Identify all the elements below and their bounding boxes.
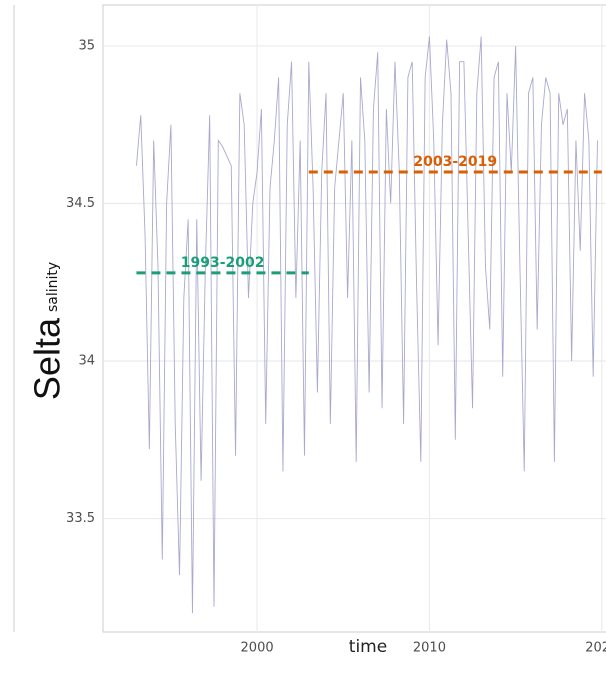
series [135, 36, 598, 614]
x-tick-label: 2020 [585, 641, 606, 656]
period-label: 1993-2002 [181, 255, 265, 271]
y-tick-label: 34.5 [66, 196, 95, 211]
x-tick-label: 2000 [241, 641, 274, 656]
y-tick-label: 35 [78, 38, 95, 53]
y-axis-subtitle: salinity [45, 262, 61, 312]
y-tick-label: 34 [78, 354, 95, 369]
y-axis-title: Selta [27, 317, 68, 400]
x-axis-title: time [349, 637, 387, 657]
period-label: 2003-2019 [413, 154, 497, 170]
annotations: 1993-2002 2003-2019 [136, 154, 602, 275]
grid [103, 5, 606, 632]
y-axis-title-group: Selta salinity [27, 262, 68, 400]
y-tick-label: 33.5 [66, 511, 95, 526]
x-tick-label: 2010 [413, 641, 446, 656]
series-line [135, 36, 598, 614]
